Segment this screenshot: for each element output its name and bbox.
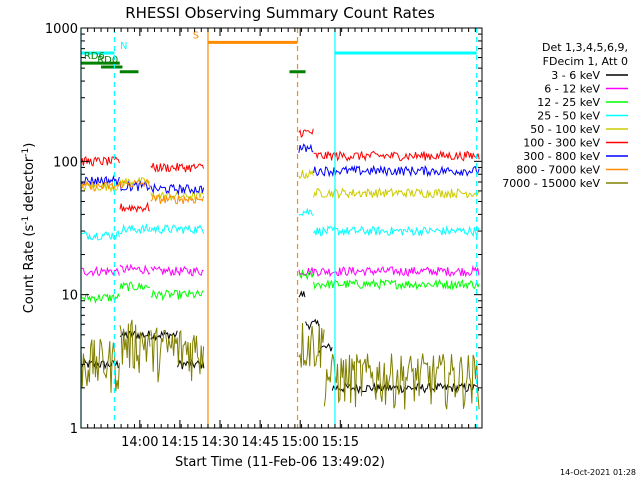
series-6-12-kev-segment <box>298 264 480 278</box>
series-12-25-kev-segment <box>313 278 480 291</box>
series-800-7000-kev-segment <box>80 180 120 192</box>
legend-header-line-2: FDecim 1, Att 0 <box>543 55 628 68</box>
x-tick-label: 14:15 <box>161 435 198 450</box>
legend-label-300-800-kev: 300 - 800 keV <box>523 150 600 163</box>
flag-label-rd0: RD0 <box>97 55 118 66</box>
series-25-50-kev <box>80 207 480 241</box>
series-100-300-kev <box>80 128 480 214</box>
series-100-300-kev-segment <box>150 162 205 173</box>
series-100-300-kev-segment <box>298 128 314 139</box>
series-12-25-kev-segment <box>150 288 204 302</box>
flag-label-n: N <box>120 41 127 52</box>
legend-label-800-7000-kev: 800 - 7000 keV <box>516 164 600 177</box>
legend-label-50-100-kev: 50 - 100 keV <box>530 123 600 136</box>
series-7000-15000-kev-segment <box>150 327 205 383</box>
series-300-800-kev-segment <box>150 182 205 196</box>
y-tick-label: 10 <box>61 289 78 304</box>
series-800-7000-kev <box>80 179 205 205</box>
legend-label-100-300-kev: 100 - 300 keV <box>523 137 600 150</box>
series-7000-15000-kev-segment <box>323 353 480 410</box>
x-tick-label: 15:15 <box>322 435 359 450</box>
legend-label-6-12-kev: 6 - 12 keV <box>544 83 600 96</box>
series-300-800-kev-segment <box>298 143 314 153</box>
series-100-300-kev-segment <box>80 155 120 167</box>
series-7000-15000-kev-segment <box>298 322 325 368</box>
series-6-12-kev-segment <box>80 265 120 277</box>
flag-label-s: S <box>193 30 199 41</box>
series-50-100-kev-segment <box>313 186 480 200</box>
legend-label-12-25-kev: 12 - 25 keV <box>537 96 600 109</box>
series-300-800-kev-segment <box>119 180 151 192</box>
x-axis-label: Start Time (11-Feb-06 13:49:02) <box>175 455 385 470</box>
series-300-800-kev-segment <box>80 174 120 187</box>
series-7000-15000-kev-segment <box>80 339 120 393</box>
legend-header-line-1: Det 1,3,4,5,6,9, <box>542 41 628 54</box>
series-3-6-kev-segment <box>305 318 320 331</box>
series-100-300-kev-segment <box>313 149 480 162</box>
series-800-7000-kev-segment <box>150 193 205 205</box>
series-50-100-kev-segment <box>80 181 120 193</box>
series-25-50-kev-segment <box>119 223 151 235</box>
series-12-25-kev-segment <box>80 292 120 304</box>
series-3-6-kev-segment <box>298 290 306 298</box>
series-25-50-kev-segment <box>313 225 480 238</box>
flag-label-rd6: RD6 <box>84 51 105 62</box>
series-50-100-kev-segment <box>298 168 314 180</box>
series-12-25-kev-segment <box>119 281 151 292</box>
x-tick-label: 14:00 <box>121 435 158 450</box>
series-6-12-kev-segment <box>150 265 204 277</box>
y-tick-label: 1 <box>70 422 78 437</box>
series-12-25-kev <box>80 269 480 304</box>
series-6-12-kev <box>80 263 480 278</box>
plot-area <box>80 128 480 410</box>
series-12-25-kev-segment <box>298 269 314 281</box>
series-300-800-kev <box>80 143 480 196</box>
series-25-50-kev-segment <box>150 224 205 235</box>
chart-title: RHESSI Observing Summary Count Rates <box>125 4 435 22</box>
series-7000-15000-kev-segment <box>119 319 151 374</box>
y-axis-label: Count Rate (s-1 detector-1) <box>21 143 37 314</box>
x-tick-label: 15:00 <box>281 435 318 450</box>
legend-label-7000-15000-kev: 7000 - 15000 keV <box>502 177 600 190</box>
footer-date: 14-Oct-2021 01:28 <box>560 468 636 477</box>
series-25-50-kev-segment <box>80 230 120 241</box>
series-800-7000-kev-segment <box>119 179 151 189</box>
series-3-6-kev-segment <box>80 358 120 371</box>
x-tick-label: 14:45 <box>241 435 278 450</box>
series-7000-15000-kev <box>80 319 480 410</box>
series-100-300-kev-segment <box>119 201 151 214</box>
series-25-50-kev-segment <box>298 207 314 216</box>
y-tick-label: 100 <box>53 155 78 170</box>
series-6-12-kev-segment <box>119 263 151 275</box>
x-tick-label: 14:30 <box>201 435 238 450</box>
legend-label-25-50-kev: 25 - 50 keV <box>537 110 600 123</box>
ticks: 1 10 100 1000 14:00 14:15 14:30 14:45 15:00 15:15 <box>45 22 482 450</box>
legend: Det 1,3,4,5,6,9, FDecim 1, Att 0 3 - 6 k… <box>502 41 628 190</box>
legend-label-3-6-kev: 3 - 6 keV <box>551 69 600 82</box>
series-300-800-kev-segment <box>313 164 480 178</box>
y-tick-label: 1000 <box>45 22 78 37</box>
